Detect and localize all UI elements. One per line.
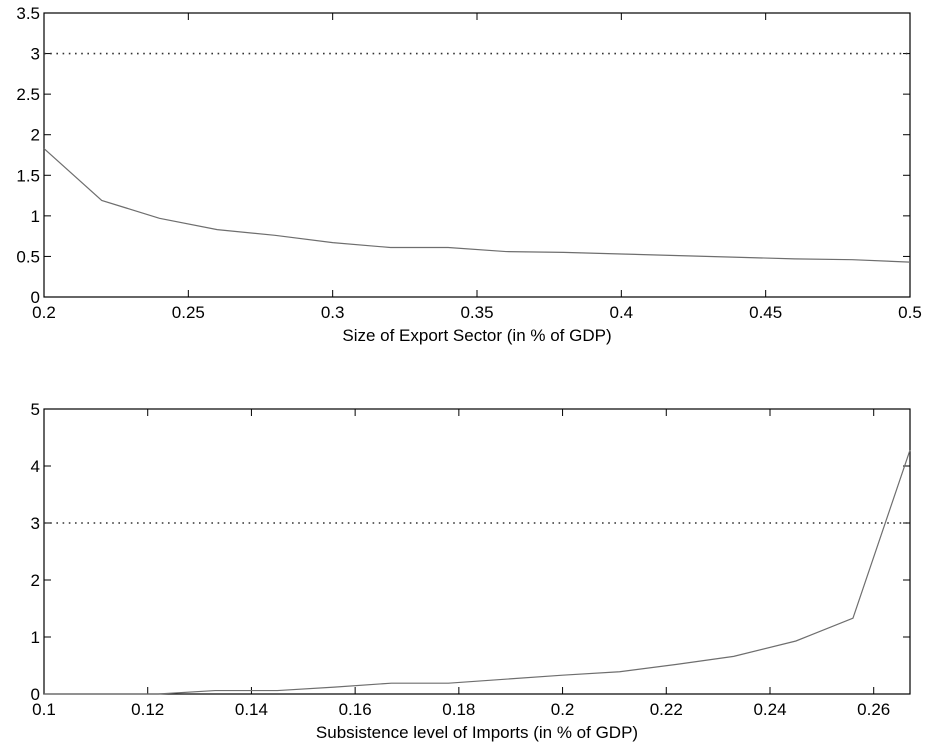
x-tick-label: 0.2 [551, 700, 575, 719]
y-tick-label: 2 [31, 571, 40, 590]
y-tick-label: 0 [31, 685, 40, 704]
x-tick-label: 0.35 [460, 303, 493, 322]
series-line-2-1 [44, 449, 911, 695]
plot-frame-2 [43, 408, 911, 695]
y-tick-label: 3.5 [16, 4, 40, 23]
x-tick-label: 0.16 [339, 700, 372, 719]
x-tick-label: 0.22 [650, 700, 683, 719]
plot-frame-1 [43, 12, 911, 298]
y-tick-label: 1 [31, 207, 40, 226]
x-tick-label: 0.18 [442, 700, 475, 719]
x-tick-label: 0.2 [32, 303, 56, 322]
x-tick-label: 0.3 [321, 303, 345, 322]
x-tick-label: 0.1 [32, 700, 56, 719]
y-tick-label: 2 [31, 126, 40, 145]
y-tick-label: 1 [31, 628, 40, 647]
series-line-1-1 [43, 148, 911, 263]
x-tick-label: 0.45 [749, 303, 782, 322]
x-tick-label: 0.24 [753, 700, 786, 719]
x-tick-label: 0.26 [857, 700, 890, 719]
y-tick-label: 5 [31, 400, 40, 419]
y-tick-label: 1.5 [16, 166, 40, 185]
x-axis-label: Size of Export Sector (in % of GDP) [342, 326, 611, 345]
y-tick-label: 4 [31, 457, 40, 476]
y-tick-label: 2.5 [16, 85, 40, 104]
x-tick-label: 0.25 [172, 303, 205, 322]
x-axis-label: Subsistence level of Imports (in % of GD… [316, 723, 638, 742]
y-tick-label: 3 [31, 514, 40, 533]
x-tick-label: 0.12 [131, 700, 164, 719]
y-tick-label: 0.5 [16, 247, 40, 266]
y-tick-label: 0 [31, 288, 40, 307]
x-tick-label: 0.14 [235, 700, 268, 719]
y-tick-label: 3 [31, 45, 40, 64]
x-tick-label: 0.5 [898, 303, 922, 322]
x-tick-label: 0.4 [610, 303, 634, 322]
